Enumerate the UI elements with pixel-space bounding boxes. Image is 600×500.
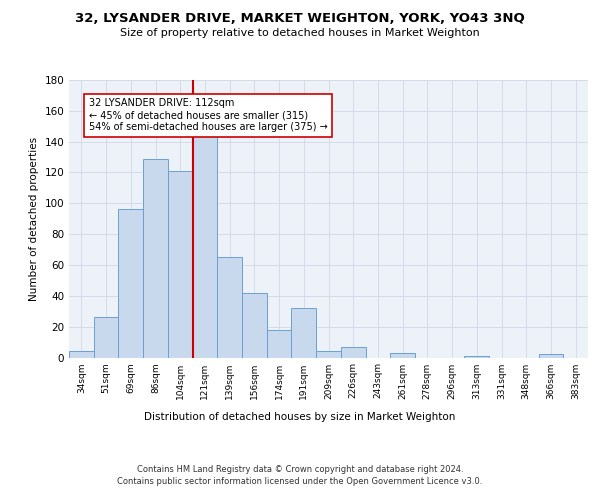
Text: 32, LYSANDER DRIVE, MARKET WEIGHTON, YORK, YO43 3NQ: 32, LYSANDER DRIVE, MARKET WEIGHTON, YOR… [75,12,525,26]
Bar [539,354,563,358]
Text: 32 LYSANDER DRIVE: 112sqm
← 45% of detached houses are smaller (315)
54% of semi: 32 LYSANDER DRIVE: 112sqm ← 45% of detac… [89,98,328,132]
Bar [242,292,267,358]
Bar [168,171,193,358]
Bar [341,346,365,358]
Bar [292,308,316,358]
Bar [94,318,118,358]
Bar [69,352,94,358]
Bar [390,353,415,358]
Y-axis label: Number of detached properties: Number of detached properties [29,136,39,301]
Bar [118,210,143,358]
Bar [267,330,292,357]
Bar [464,356,489,358]
Bar [193,124,217,358]
Bar [143,158,168,358]
Bar [217,258,242,358]
Text: Size of property relative to detached houses in Market Weighton: Size of property relative to detached ho… [120,28,480,38]
Text: Distribution of detached houses by size in Market Weighton: Distribution of detached houses by size … [145,412,455,422]
Bar [316,352,341,358]
Text: Contains HM Land Registry data © Crown copyright and database right 2024.: Contains HM Land Registry data © Crown c… [137,465,463,474]
Text: Contains public sector information licensed under the Open Government Licence v3: Contains public sector information licen… [118,478,482,486]
